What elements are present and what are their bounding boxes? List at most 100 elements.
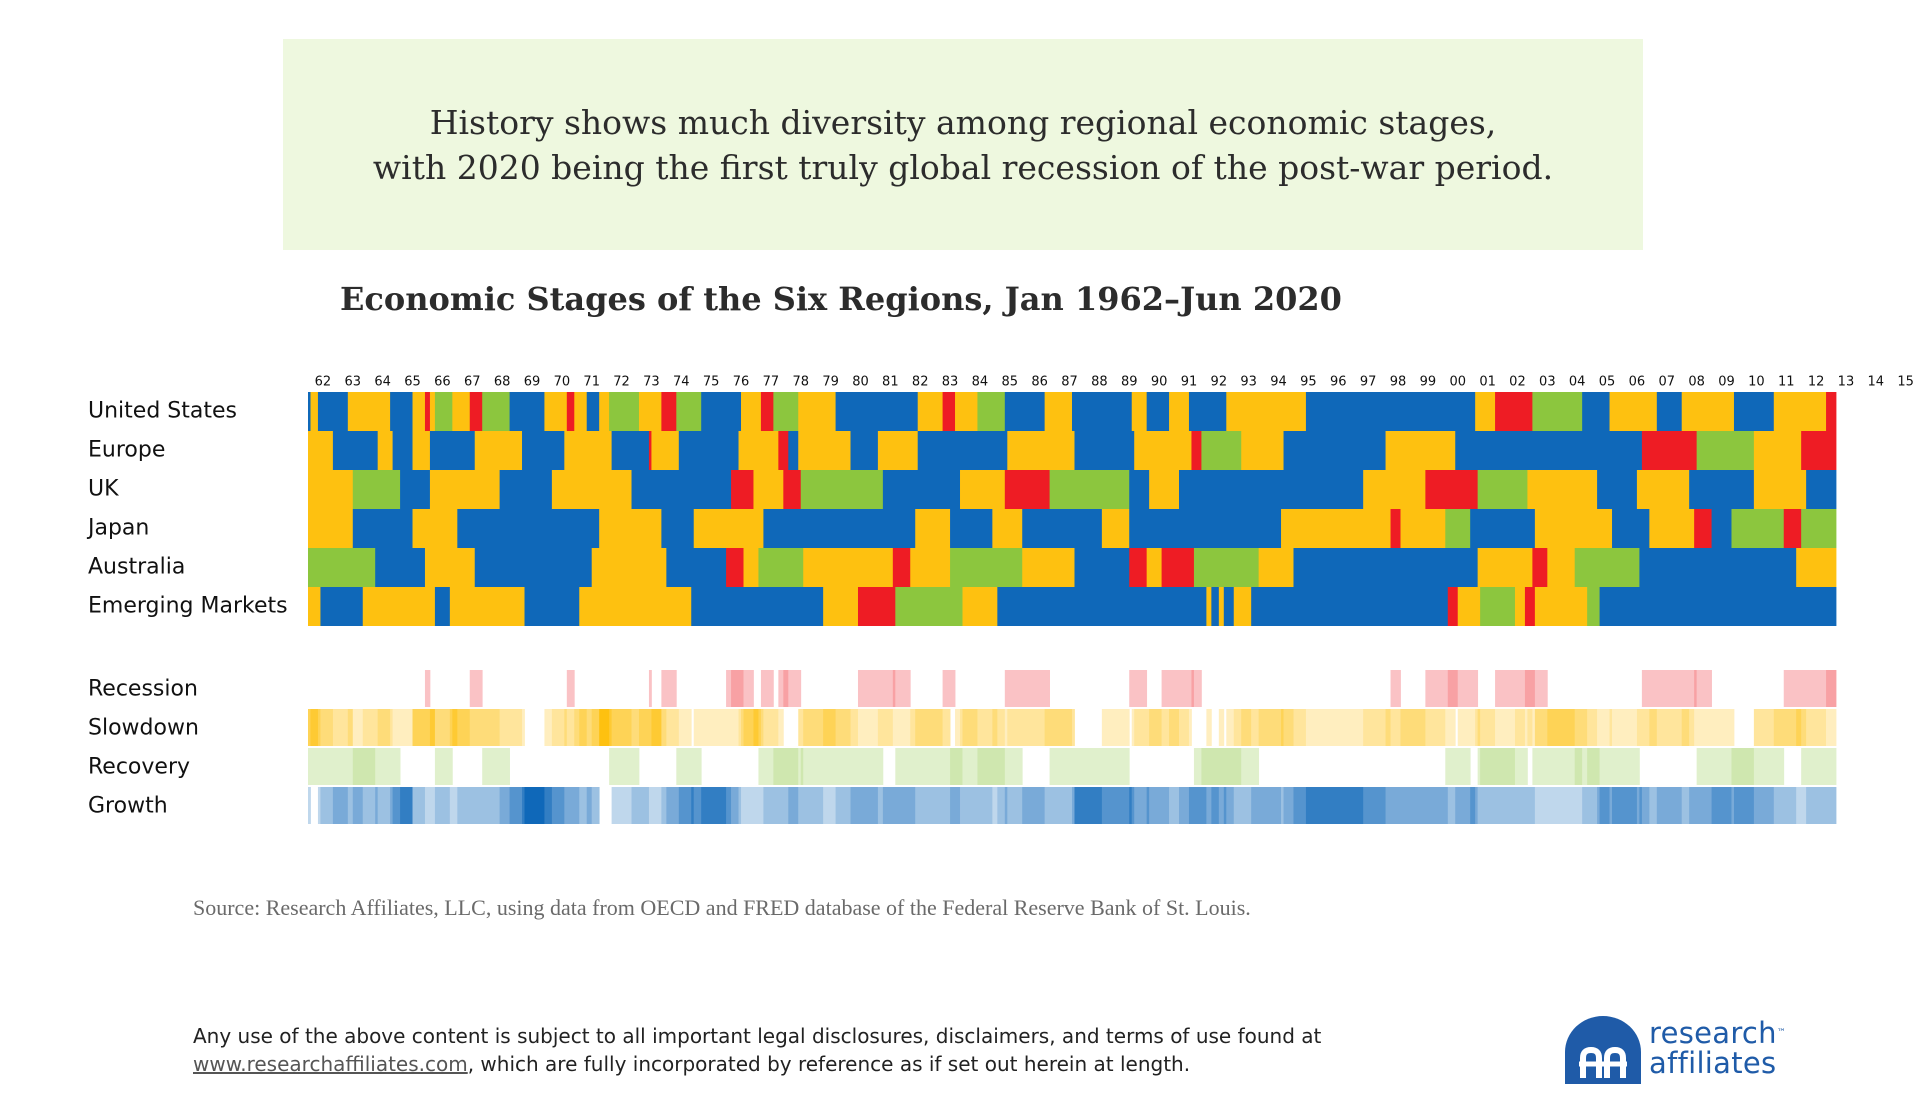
stage-intensity-segment xyxy=(375,787,379,824)
region-label: Japan xyxy=(86,516,149,541)
x-tick-label: 12 xyxy=(1808,375,1825,390)
stage-intensity-segment xyxy=(1447,787,1456,824)
stage-intensity-segment xyxy=(1044,787,1073,824)
logo-trademark: ™ xyxy=(1776,1027,1787,1038)
stage-intensity-segment xyxy=(377,709,391,746)
stage-intensity-segment xyxy=(915,787,951,824)
stage-intensity-segment xyxy=(631,787,650,824)
x-tick-label: 80 xyxy=(852,375,869,390)
stage-segment xyxy=(1696,431,1755,470)
stage-segment xyxy=(892,548,911,587)
stage-intensity-segment xyxy=(1636,709,1650,746)
stage-intensity-segment xyxy=(1049,748,1130,785)
stage-intensity-segment xyxy=(835,787,851,824)
stage-segment xyxy=(1753,470,1807,509)
stage-segment xyxy=(1587,587,1600,626)
x-tick-label: 05 xyxy=(1599,375,1616,390)
stage-segment xyxy=(651,431,680,470)
stage-intensity-segment xyxy=(1681,787,1690,824)
stage-intensity-segment xyxy=(1753,748,1785,785)
x-tick-label: 03 xyxy=(1539,375,1556,390)
stage-intensity-segment xyxy=(591,709,600,746)
stage-segment xyxy=(753,470,784,509)
x-tick-label: 90 xyxy=(1151,375,1168,390)
stage-intensity-segment xyxy=(586,709,593,746)
stage-segment xyxy=(731,470,754,509)
x-tick-label: 77 xyxy=(763,375,780,390)
stage-intensity-segment xyxy=(1574,748,1583,785)
stage-intensity-segment xyxy=(1582,787,1598,824)
stage-segment xyxy=(317,392,349,431)
stage-segment xyxy=(743,548,759,587)
stage-segment xyxy=(1636,470,1690,509)
x-tick-label: 78 xyxy=(792,375,809,390)
stage-intensity-segment xyxy=(676,748,702,785)
legal-disclaimer: Any use of the above content is subject … xyxy=(193,1022,1321,1078)
stage-segment xyxy=(1022,548,1075,587)
stage-intensity-segment xyxy=(392,787,401,824)
stage-segment xyxy=(678,431,739,470)
stage-intensity-segment xyxy=(1188,709,1192,746)
stage-segment xyxy=(609,392,640,431)
stage-intensity-segment xyxy=(352,787,364,824)
stage-segment xyxy=(1773,392,1827,431)
stage-segment xyxy=(758,548,804,587)
stage-intensity-segment xyxy=(1641,787,1650,824)
stage-segment xyxy=(778,431,789,470)
website-link[interactable]: www.researchaffiliates.com xyxy=(193,1052,468,1076)
stage-intensity-segment xyxy=(648,670,652,707)
stage-intensity-segment xyxy=(798,787,824,824)
stage-intensity-segment xyxy=(1599,748,1640,785)
stage-intensity-segment xyxy=(564,709,568,746)
stage-intensity-segment xyxy=(997,787,1006,824)
stage-intensity-segment xyxy=(1696,670,1712,707)
stage-intensity-segment xyxy=(1206,709,1212,746)
stage-intensity-segment xyxy=(1007,787,1023,824)
stage-segment xyxy=(310,392,319,431)
stage-segment xyxy=(1191,431,1202,470)
x-tick-label: 67 xyxy=(464,375,481,390)
stage-segment xyxy=(1641,431,1698,470)
stage-segment xyxy=(400,470,431,509)
stage-intensity-segment xyxy=(347,709,354,746)
stage-segment xyxy=(1072,392,1133,431)
stage-segment xyxy=(1390,509,1401,548)
stage-segment xyxy=(1129,509,1282,548)
stage-intensity-segment xyxy=(1072,787,1075,824)
stage-segment xyxy=(835,392,919,431)
stage-intensity-segment xyxy=(1470,787,1476,824)
stage-intensity-segment xyxy=(1711,787,1732,824)
stage-intensity-segment xyxy=(1179,787,1190,824)
stage-segment xyxy=(773,392,799,431)
stage-segment xyxy=(666,548,727,587)
stage-segment xyxy=(1004,470,1050,509)
stage-intensity-segment xyxy=(611,709,632,746)
stage-segment xyxy=(429,431,476,470)
stage-intensity-segment xyxy=(434,709,451,746)
stage-segment xyxy=(599,392,610,431)
stage-intensity-segment xyxy=(1477,709,1481,746)
stage-segment xyxy=(591,548,667,587)
stage-intensity-segment xyxy=(482,748,510,785)
stage-intensity-segment xyxy=(1385,787,1449,824)
x-tick-label: 97 xyxy=(1360,375,1377,390)
stage-intensity-segment xyxy=(352,709,364,746)
stage-segment xyxy=(1385,431,1456,470)
stage-intensity-segment xyxy=(1281,709,1284,746)
stage-intensity-segment xyxy=(1305,787,1364,824)
stage-segment xyxy=(308,509,354,548)
stage-intensity-segment xyxy=(1258,709,1282,746)
stage-intensity-segment xyxy=(1191,670,1195,707)
stage-intensity-segment xyxy=(798,709,804,746)
x-tick-label: 69 xyxy=(524,375,541,390)
stage-segment xyxy=(1293,548,1479,587)
stage-intensity-segment xyxy=(743,670,754,707)
stage-segment xyxy=(1649,509,1695,548)
stage-intensity-segment xyxy=(574,709,580,746)
stage-intensity-segment xyxy=(895,670,911,707)
stage-intensity-segment xyxy=(609,709,613,746)
stage-intensity-segment xyxy=(877,787,884,824)
stage-intensity-segment xyxy=(960,709,963,746)
logo-wordmark: research™ affiliates xyxy=(1649,1018,1786,1078)
stage-intensity-segment xyxy=(1134,709,1150,746)
